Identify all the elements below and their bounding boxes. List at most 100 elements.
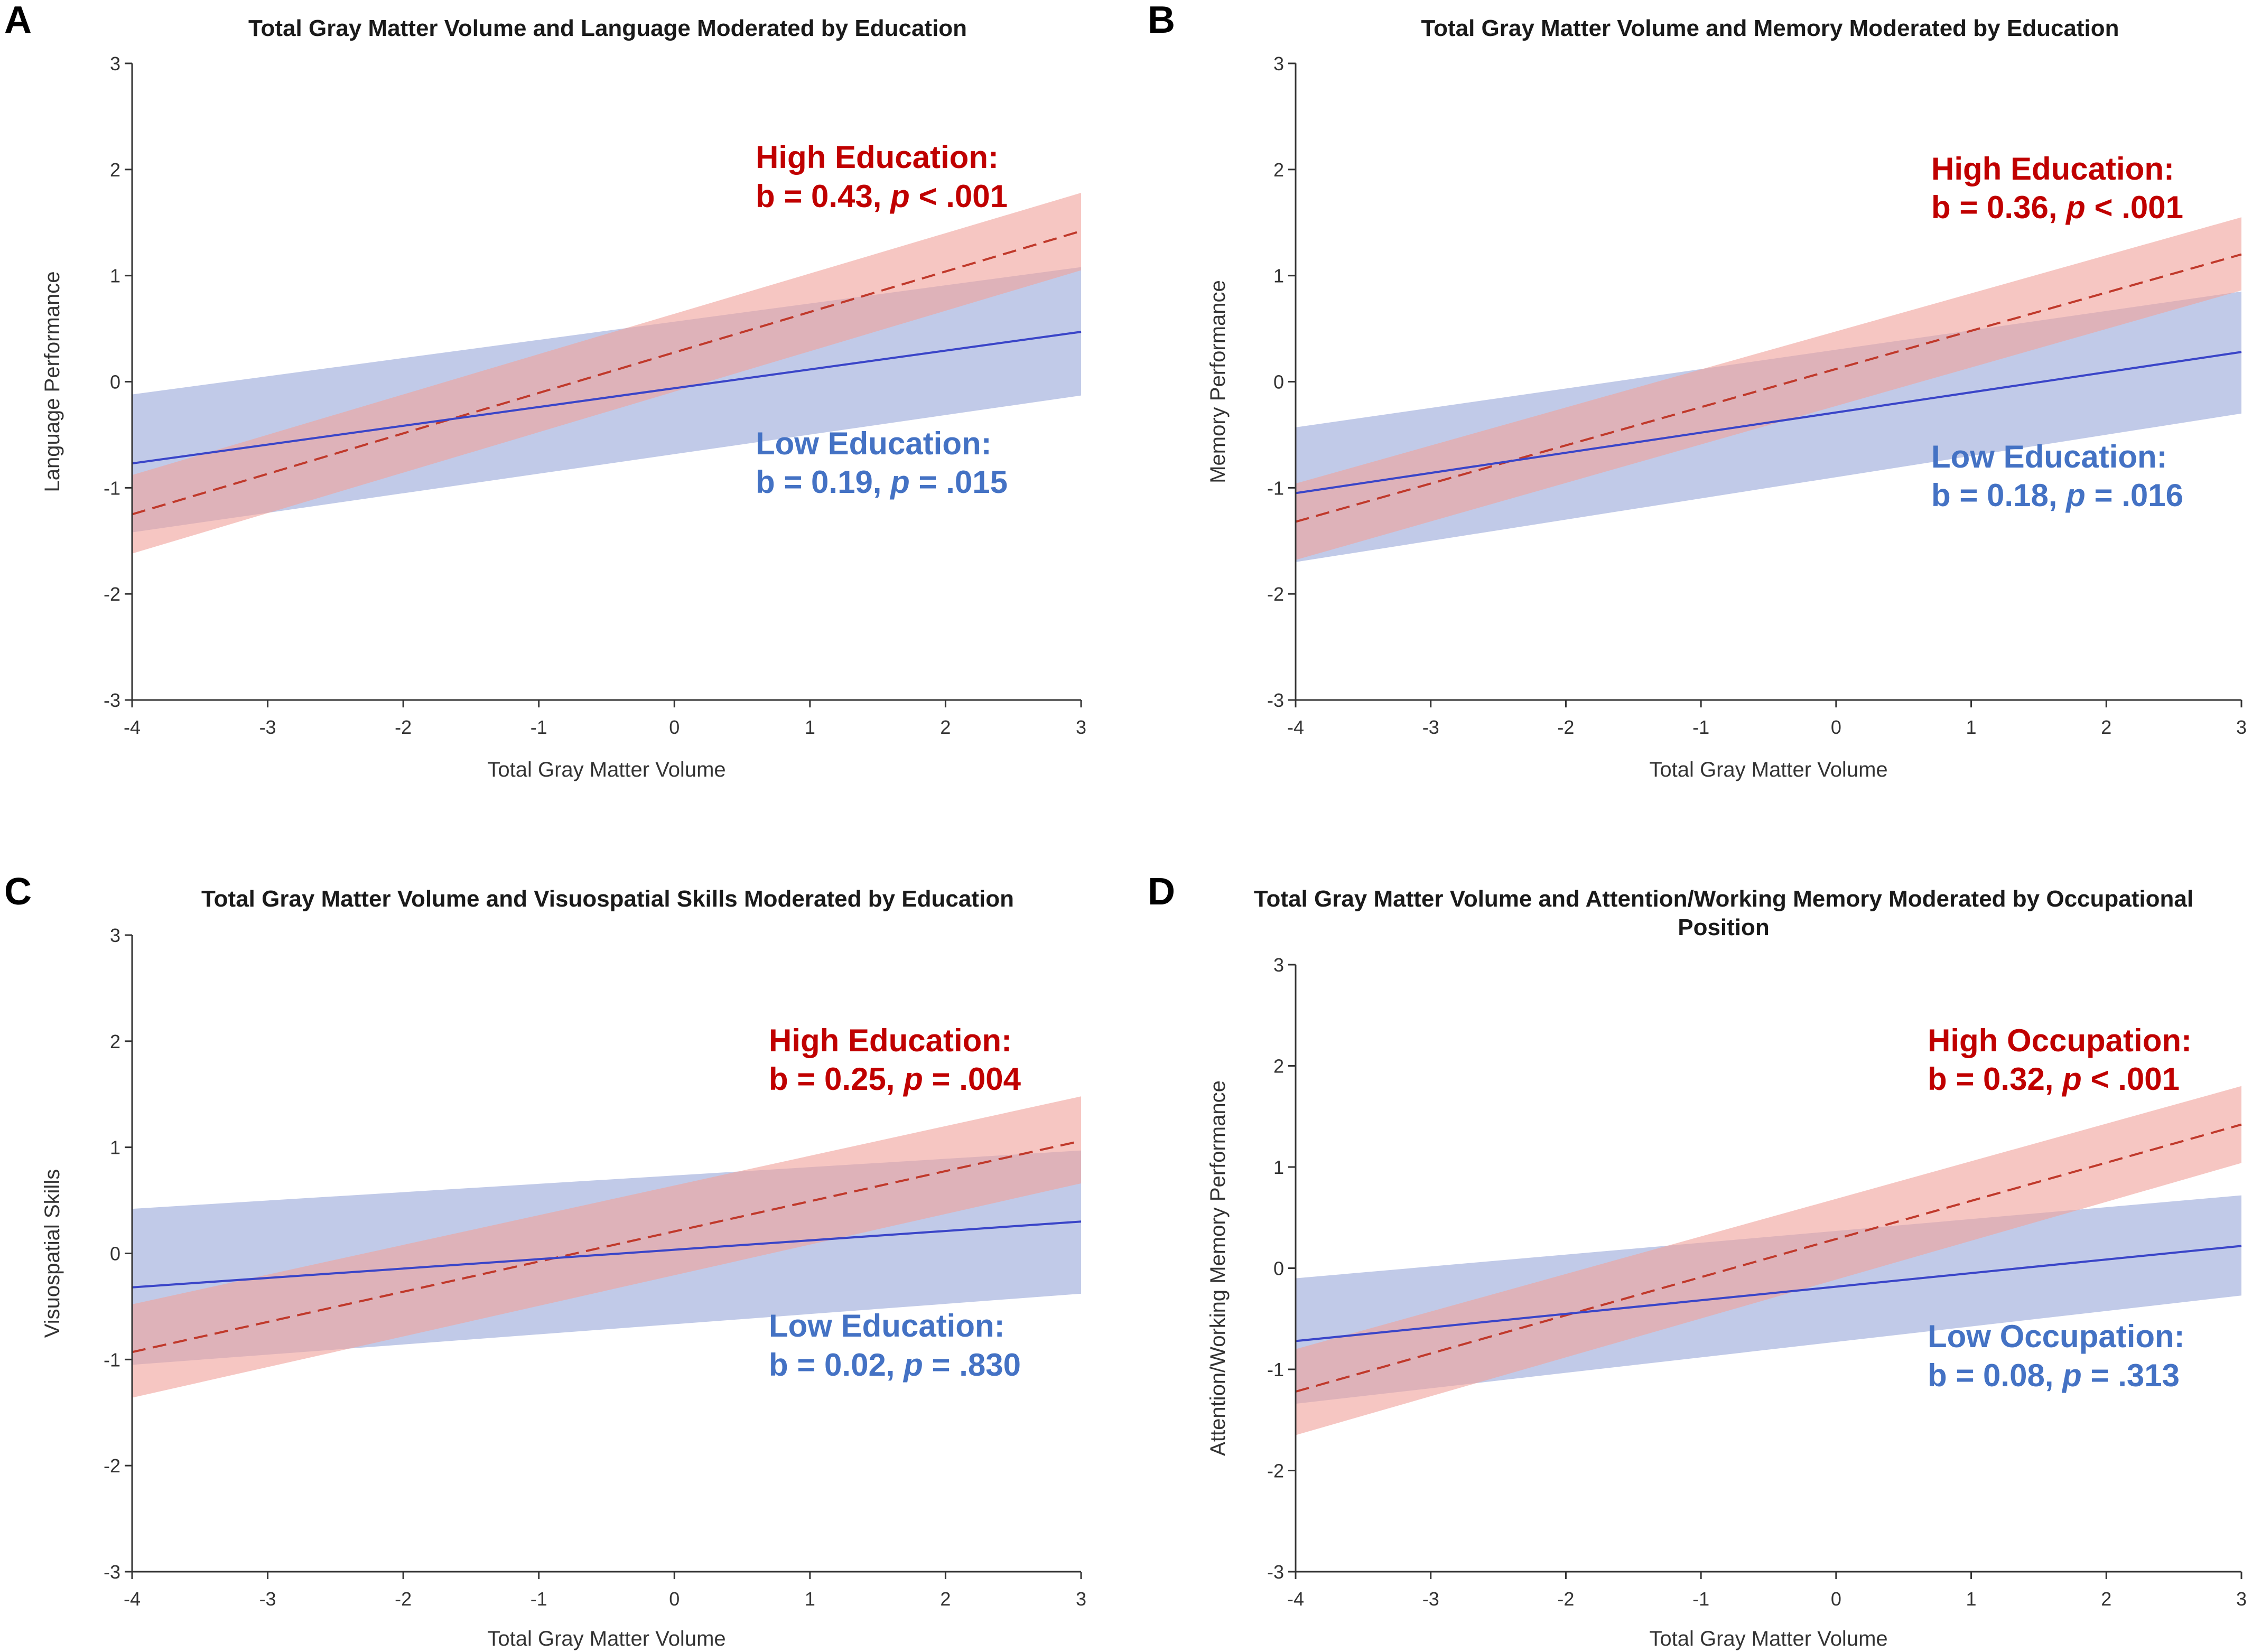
low-group-stat-value: = .313 xyxy=(2082,1358,2180,1393)
panel-b: B Total Gray Matter Volume and Memory Mod… xyxy=(1148,0,2247,781)
y-tick-label: -2 xyxy=(104,1455,120,1477)
x-tick-label: 2 xyxy=(940,716,951,738)
x-tick-label: 1 xyxy=(805,1588,815,1610)
y-tick-label: 2 xyxy=(1273,159,1284,181)
low-group-stat-b: b = 0.19, xyxy=(756,464,890,500)
high-group-stat-value: < .001 xyxy=(2086,190,2183,225)
panel-a: A Total Gray Matter Volume and Language M… xyxy=(4,0,1086,781)
panel-letter: C xyxy=(4,871,32,913)
low-group-stat-value: = .016 xyxy=(2086,478,2183,513)
x-tick-label: -4 xyxy=(124,1588,141,1610)
y-tick-label: 1 xyxy=(110,1137,120,1159)
y-tick-label: -1 xyxy=(1267,477,1284,499)
low-group-stat-text: b = 0.18, p = .016 xyxy=(1931,478,2183,513)
high-group-regression-line xyxy=(1295,253,2242,523)
x-tick-label: 2 xyxy=(940,1588,951,1610)
high-group-stat-p: p xyxy=(2061,1061,2082,1097)
y-axis-label: Attention/Working Memory Performance xyxy=(1206,1080,1230,1456)
y-tick-label: -2 xyxy=(104,583,120,605)
low-group-label: Low Education: xyxy=(769,1308,1005,1343)
panel-title: Total Gray Matter Volume and Memory Mode… xyxy=(1421,15,2119,41)
high-group-label: High Education: xyxy=(1931,151,2174,186)
x-tick-label: -2 xyxy=(395,716,412,738)
y-tick-label: -1 xyxy=(104,1349,120,1370)
y-tick-label: -2 xyxy=(1267,583,1284,605)
y-tick-label: -3 xyxy=(1267,689,1284,711)
low-group-regression-line xyxy=(1295,1245,2242,1342)
x-tick-label: -2 xyxy=(395,1588,412,1610)
high-group-stat-text: b = 0.36, p < .001 xyxy=(1931,190,2183,225)
y-tick-label: 1 xyxy=(1273,1156,1284,1178)
high-group-confidence-band xyxy=(132,1096,1081,1398)
x-tick-label: 1 xyxy=(805,716,815,738)
y-axis-label: Visuospatial Skills xyxy=(41,1169,64,1338)
low-group-confidence-band xyxy=(1296,291,2241,562)
high-group-stat-value: < .001 xyxy=(910,179,1008,214)
panel-c: C Total Gray Matter Volume and Visuospati… xyxy=(4,871,1086,1650)
x-tick-label: 1 xyxy=(1966,1588,1977,1610)
high-group-stat-b: b = 0.25, xyxy=(769,1061,904,1097)
high-group-label: High Education: xyxy=(769,1023,1012,1058)
high-group-stat-b: b = 0.43, xyxy=(756,179,890,214)
panel-title: Total Gray Matter Volume and Attention/W… xyxy=(1254,886,2193,912)
low-group-stat-p: p xyxy=(2061,1358,2082,1393)
x-tick-label: -3 xyxy=(1422,1588,1439,1610)
x-tick-label: -4 xyxy=(124,716,141,738)
y-tick-label: 0 xyxy=(110,1243,120,1265)
high-group-stat-b: b = 0.36, xyxy=(1931,190,2066,225)
high-group-stat-value: = .004 xyxy=(923,1061,1021,1097)
low-group-stat-p: p xyxy=(2065,478,2086,513)
panel-letter: B xyxy=(1148,0,1175,41)
y-axis-label: Language Performance xyxy=(41,271,64,492)
y-axis-label: Memory Performance xyxy=(1206,280,1230,483)
low-group-stat-text: b = 0.19, p = .015 xyxy=(756,464,1008,500)
y-tick-label: 1 xyxy=(1273,265,1284,287)
x-axis-label: Total Gray Matter Volume xyxy=(1649,1627,1887,1650)
high-group-regression-line xyxy=(132,230,1082,516)
y-tick-label: 1 xyxy=(110,265,120,287)
high-group-label: High Occupation: xyxy=(1928,1023,2192,1058)
panel-title: Position xyxy=(1678,914,1770,940)
low-group-stat-b: b = 0.08, xyxy=(1928,1358,2062,1393)
low-group-stat-b: b = 0.18, xyxy=(1931,478,2066,513)
y-tick-label: 0 xyxy=(1273,371,1284,393)
y-tick-label: -3 xyxy=(1267,1561,1284,1583)
high-group-stat-p: p xyxy=(902,1061,923,1097)
low-group-regression-line xyxy=(132,331,1082,465)
high-group-stat-p: p xyxy=(2065,190,2086,225)
x-tick-label: -1 xyxy=(1692,716,1709,738)
x-tick-label: -3 xyxy=(259,716,276,738)
x-tick-label: 3 xyxy=(2236,1588,2247,1610)
high-group-label: High Education: xyxy=(756,139,999,175)
low-group-label: Low Education: xyxy=(756,426,992,461)
x-tick-label: -3 xyxy=(259,1588,276,1610)
low-group-stat-value: = .015 xyxy=(910,464,1008,500)
y-tick-label: 2 xyxy=(110,1031,120,1052)
low-group-stat-value: = .830 xyxy=(923,1347,1021,1383)
high-group-confidence-band xyxy=(1296,1086,2241,1435)
x-tick-label: -1 xyxy=(531,716,547,738)
low-group-label: Low Education: xyxy=(1931,439,2167,474)
x-tick-label: -4 xyxy=(1287,716,1304,738)
y-tick-label: -3 xyxy=(104,689,120,711)
x-tick-label: 0 xyxy=(669,1588,680,1610)
y-tick-label: 3 xyxy=(1273,954,1284,976)
panel-letter: A xyxy=(4,0,32,41)
x-tick-label: -3 xyxy=(1422,716,1439,738)
y-tick-label: 0 xyxy=(1273,1258,1284,1280)
panel-d: D Total Gray Matter Volume and Attention/… xyxy=(1148,871,2247,1650)
low-group-stat-text: b = 0.02, p = .830 xyxy=(769,1347,1021,1383)
x-tick-label: -1 xyxy=(531,1588,547,1610)
x-tick-label: -2 xyxy=(1557,716,1574,738)
y-tick-label: 3 xyxy=(110,53,120,74)
y-tick-label: -3 xyxy=(104,1561,120,1583)
panel-title: Total Gray Matter Volume and Visuospatia… xyxy=(201,886,1014,912)
low-group-label: Low Occupation: xyxy=(1928,1319,2185,1354)
y-tick-label: 3 xyxy=(1273,53,1284,74)
low-group-stat-p: p xyxy=(889,464,910,500)
x-tick-label: 1 xyxy=(1966,716,1977,738)
y-tick-label: -2 xyxy=(1267,1460,1284,1482)
high-group-stat-value: < .001 xyxy=(2082,1061,2180,1097)
low-group-regression-line xyxy=(132,1220,1082,1289)
